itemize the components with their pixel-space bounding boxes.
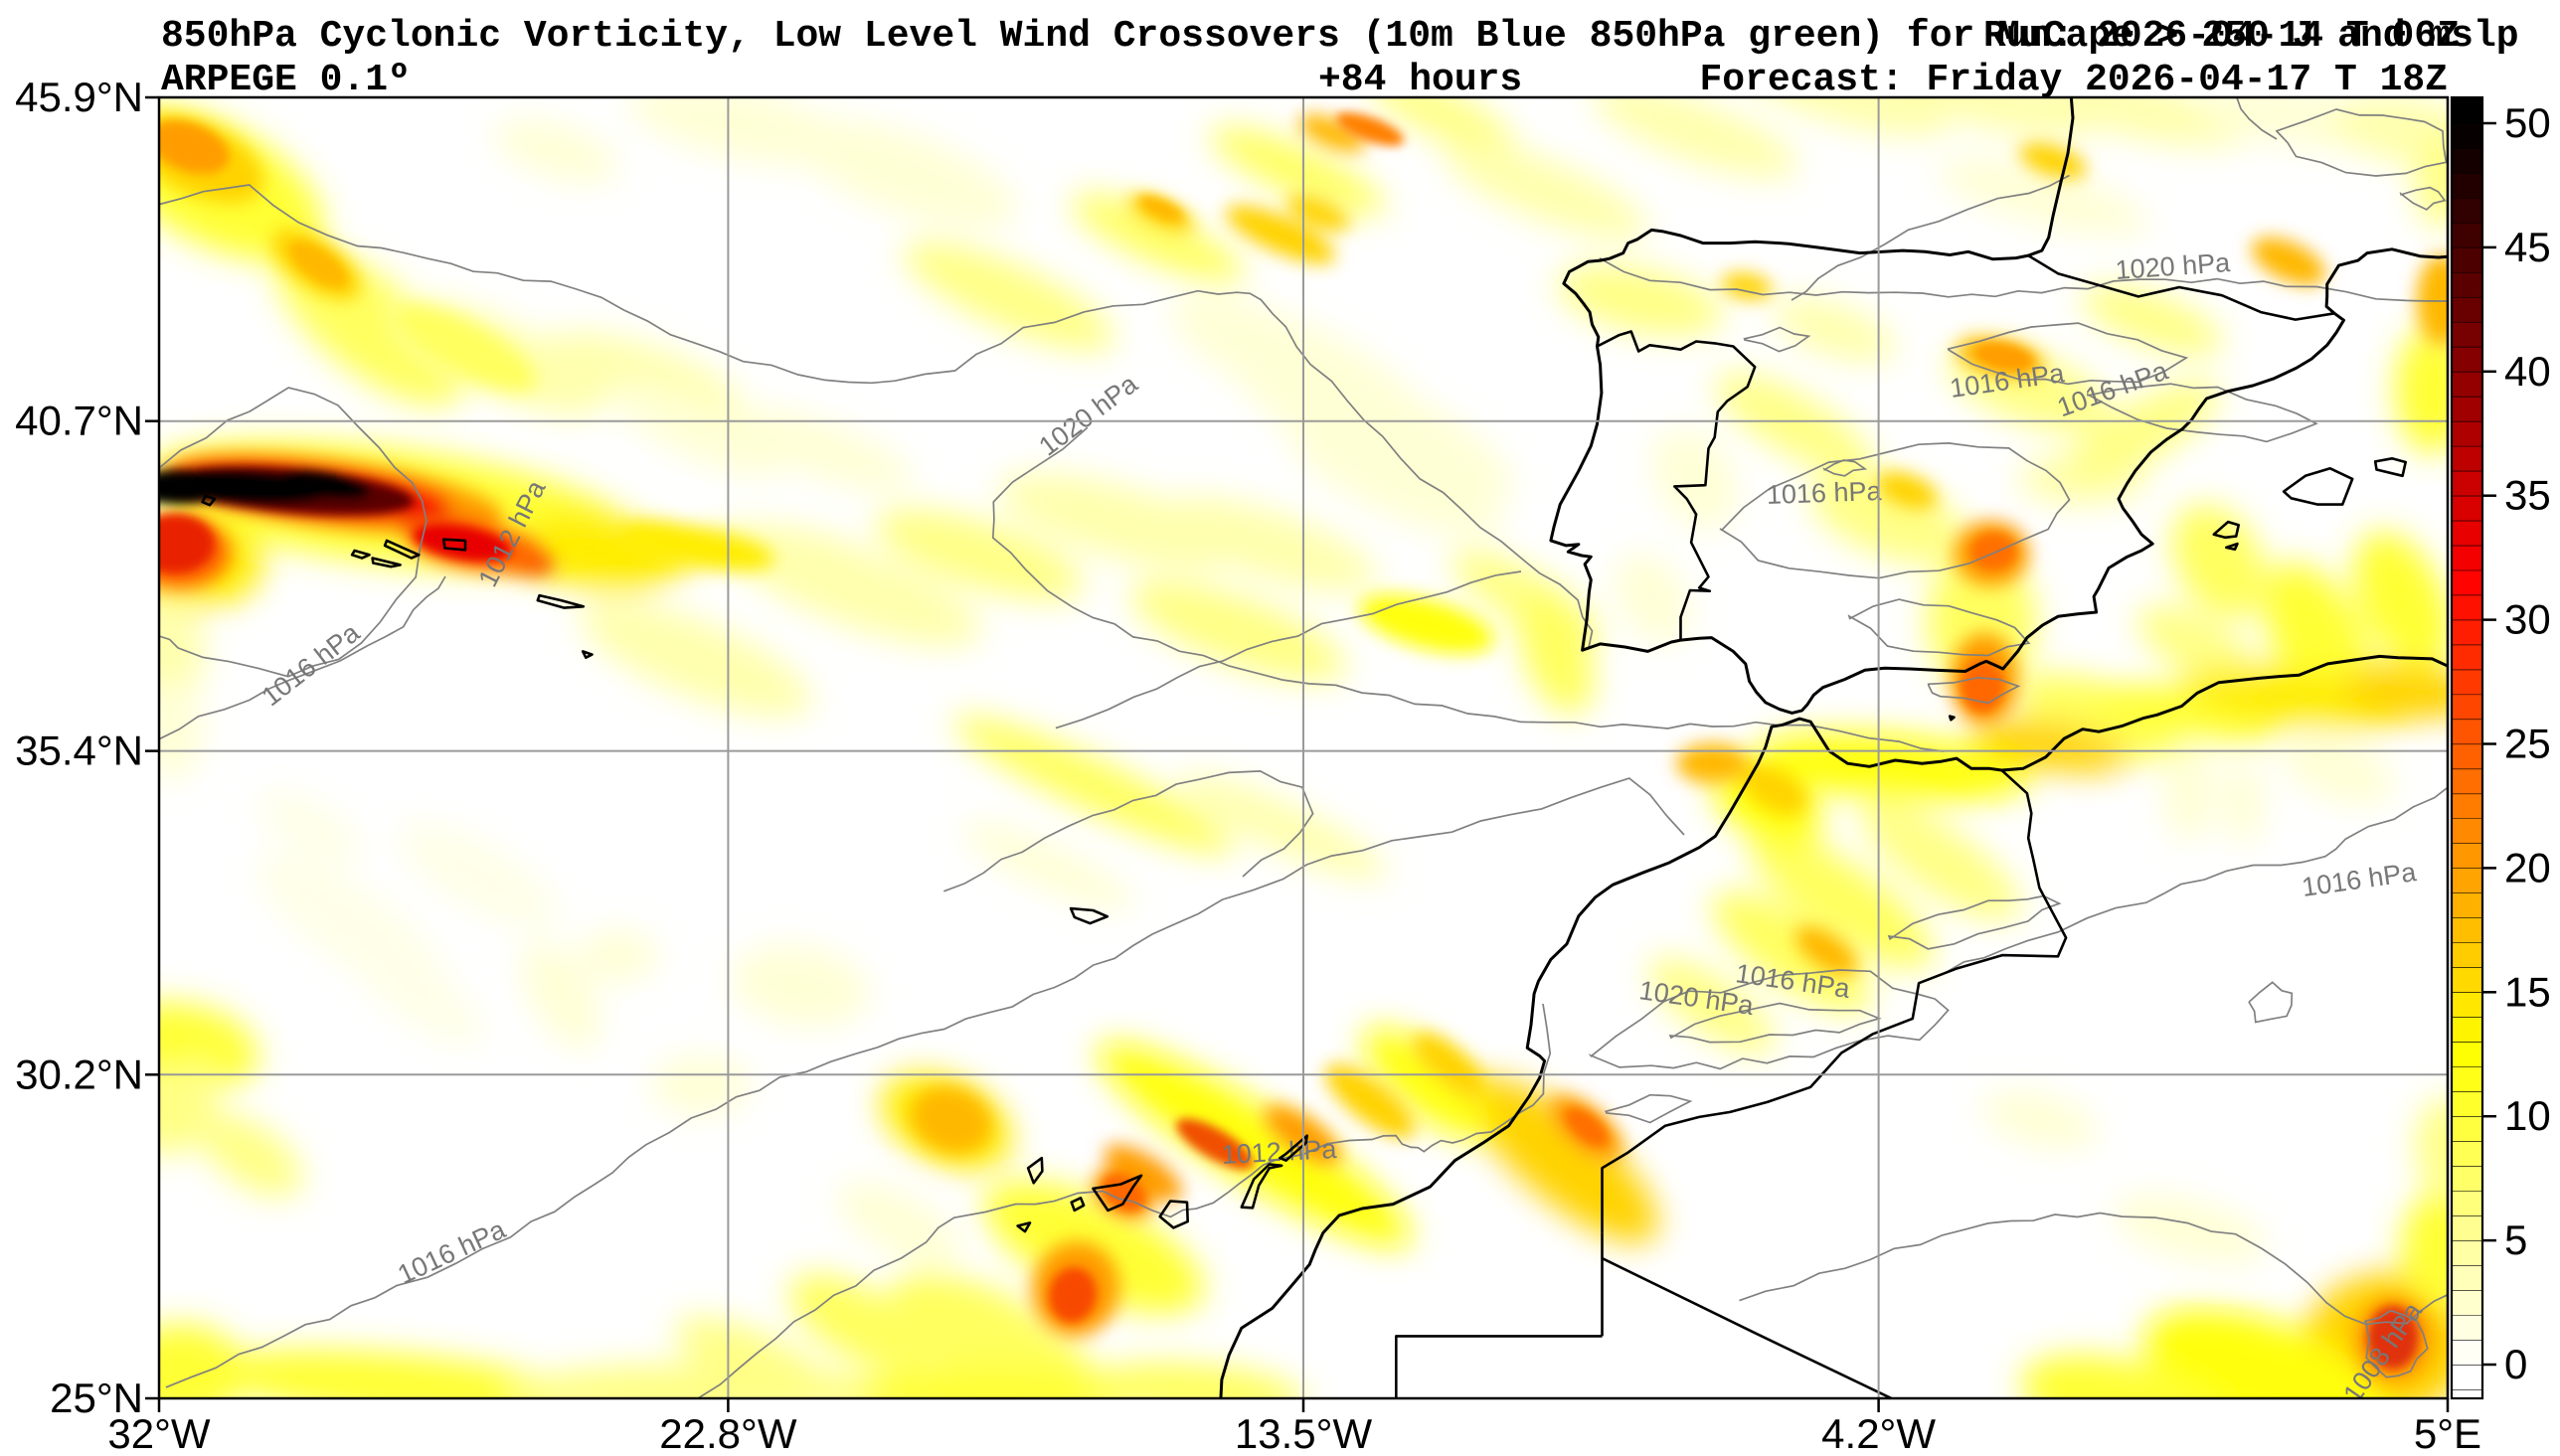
svg-text:ARPEGE 0.1º: ARPEGE 0.1º xyxy=(161,59,411,101)
svg-text:30.2°N: 30.2°N xyxy=(15,1051,143,1097)
svg-text:45.9°N: 45.9°N xyxy=(15,74,143,120)
svg-text:1016 hPa: 1016 hPa xyxy=(1766,476,1883,510)
svg-text:22.8°W: 22.8°W xyxy=(659,1410,797,1456)
svg-text:30: 30 xyxy=(2504,596,2551,643)
svg-text:10: 10 xyxy=(2504,1092,2551,1139)
svg-text:Run: 2026-04-14 T 06Z: Run: 2026-04-14 T 06Z xyxy=(1983,15,2460,58)
svg-text:50: 50 xyxy=(2504,99,2551,146)
svg-text:32°W: 32°W xyxy=(107,1410,211,1456)
svg-text:13.5°W: 13.5°W xyxy=(1235,1410,1373,1456)
svg-text:5: 5 xyxy=(2504,1216,2527,1263)
svg-text:45: 45 xyxy=(2504,224,2551,270)
svg-text:40: 40 xyxy=(2504,348,2551,395)
svg-text:4.2°W: 4.2°W xyxy=(1821,1410,1936,1456)
svg-text:35.4°N: 35.4°N xyxy=(15,728,143,774)
svg-text:1012 hPa: 1012 hPa xyxy=(1221,1134,1338,1170)
svg-text:25°N: 25°N xyxy=(50,1375,143,1421)
svg-text:35: 35 xyxy=(2504,472,2551,519)
svg-text:850hPa Cyclonic Vorticity, Low: 850hPa Cyclonic Vorticity, Low Level Win… xyxy=(161,15,2519,58)
svg-text:0: 0 xyxy=(2504,1341,2527,1387)
svg-text:15: 15 xyxy=(2504,968,2551,1015)
svg-text:25: 25 xyxy=(2504,721,2551,767)
svg-text:5°E: 5°E xyxy=(2414,1410,2481,1456)
svg-text:20: 20 xyxy=(2504,844,2551,890)
svg-text:Forecast: Friday 2026-04-17 T: Forecast: Friday 2026-04-17 T 18Z xyxy=(1699,59,2448,101)
svg-text:+84 hours: +84 hours xyxy=(1318,59,1522,101)
svg-text:40.7°N: 40.7°N xyxy=(15,398,143,444)
